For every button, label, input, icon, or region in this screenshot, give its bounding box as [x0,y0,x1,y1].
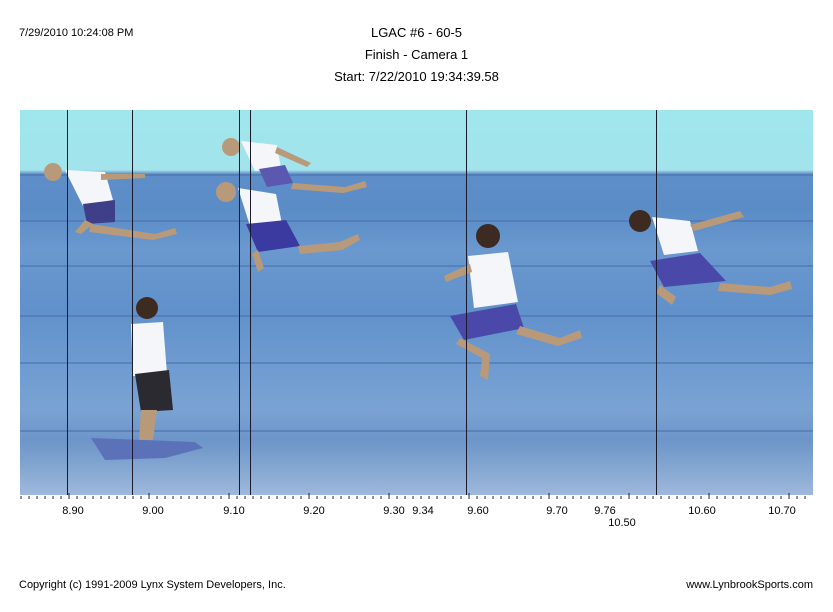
time-label: 9.70 [546,505,568,517]
camera-title: Finish - Camera 1 [364,47,469,62]
finish-line-marker [132,110,133,495]
time-label: 10.70 [768,505,796,517]
time-label: 10.50 [608,517,636,529]
time-label: 9.30 [383,505,405,517]
website-link[interactable]: www.LynbrookSports.com [686,579,813,591]
runner-lane-4 [444,224,582,380]
finish-photo [20,110,813,495]
lane-line [20,315,813,317]
runner-lane-5 [629,210,792,305]
time-label: 9.34 [412,505,434,517]
time-label: 9.20 [303,505,325,517]
finish-line-marker [239,110,240,495]
start-time: Start: 7/22/2010 19:34:39.58 [334,69,499,84]
time-label: 9.00 [142,505,164,517]
bottom-tick-ruler [20,493,806,499]
time-label: 10.60 [688,505,716,517]
lane-line [20,174,813,176]
runner-lane-6 [91,297,203,460]
time-label: 8.90 [62,505,84,517]
finish-line-marker [466,110,467,495]
time-label: 9.10 [223,505,245,517]
finish-line-marker [67,110,68,495]
runner-lane-3 [216,182,360,272]
lane-line [20,362,813,364]
lane-line [20,220,813,222]
time-label: 9.60 [467,505,489,517]
time-label: 9.76 [594,505,616,517]
finish-line-marker [656,110,657,495]
lane-line [20,430,813,432]
timestamp: 7/29/2010 10:24:08 PM [19,27,134,39]
runner-lane-2 [222,138,367,193]
lane-line [20,265,813,267]
meet-title: LGAC #6 - 60-5 [370,25,463,40]
runner-lane-1 [44,163,177,240]
copyright-text: Copyright (c) 1991-2009 Lynx System Deve… [19,579,286,591]
finish-line-marker [250,110,251,495]
